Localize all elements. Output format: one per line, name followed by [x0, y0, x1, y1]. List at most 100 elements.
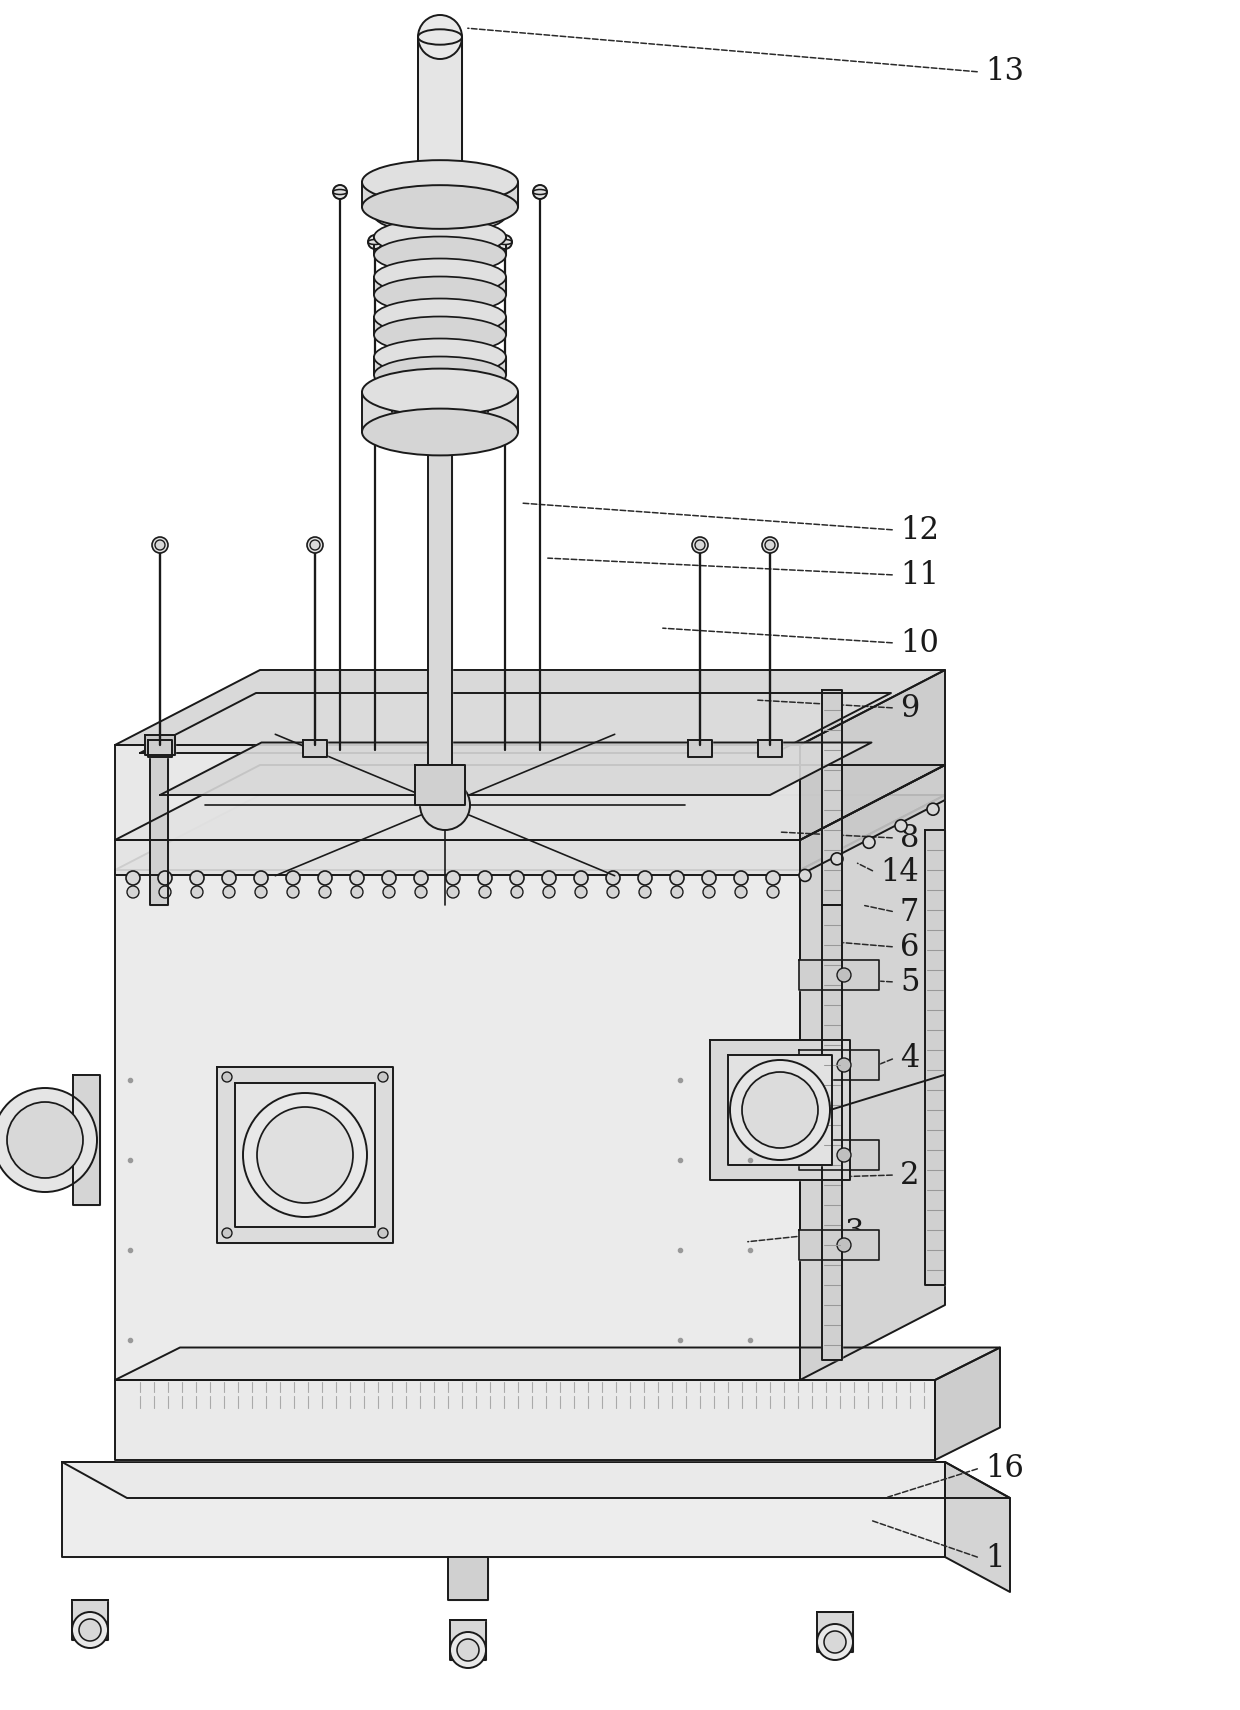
Polygon shape [428, 433, 453, 764]
Ellipse shape [374, 178, 506, 215]
Polygon shape [115, 795, 945, 870]
Circle shape [383, 886, 396, 898]
Circle shape [243, 1093, 367, 1218]
Polygon shape [150, 740, 167, 905]
Circle shape [308, 537, 322, 552]
Circle shape [692, 537, 708, 552]
Circle shape [153, 537, 167, 552]
Circle shape [895, 819, 906, 831]
Circle shape [382, 870, 396, 886]
Circle shape [159, 886, 171, 898]
Text: 2: 2 [900, 1159, 920, 1190]
Circle shape [498, 234, 512, 250]
Ellipse shape [362, 369, 518, 416]
Circle shape [446, 886, 459, 898]
Circle shape [837, 1058, 851, 1072]
Polygon shape [822, 905, 842, 1359]
Circle shape [351, 886, 363, 898]
Ellipse shape [368, 239, 382, 245]
Circle shape [575, 886, 587, 898]
Polygon shape [140, 693, 892, 752]
Circle shape [414, 870, 428, 886]
Polygon shape [374, 357, 506, 374]
Ellipse shape [362, 161, 518, 203]
Circle shape [254, 870, 268, 886]
Circle shape [255, 886, 267, 898]
Circle shape [670, 870, 684, 886]
Text: 7: 7 [900, 896, 919, 927]
Polygon shape [817, 1613, 853, 1652]
Circle shape [765, 540, 775, 551]
Polygon shape [799, 1229, 879, 1260]
Circle shape [799, 869, 811, 881]
Text: 8: 8 [900, 823, 919, 853]
Polygon shape [115, 1380, 935, 1460]
Polygon shape [72, 1601, 108, 1640]
Polygon shape [688, 740, 712, 758]
Circle shape [222, 870, 236, 886]
Text: 10: 10 [900, 628, 939, 658]
Circle shape [542, 870, 556, 886]
Circle shape [319, 886, 331, 898]
Circle shape [543, 886, 556, 898]
Circle shape [415, 886, 427, 898]
Polygon shape [758, 740, 782, 758]
Circle shape [766, 870, 780, 886]
Text: 4: 4 [900, 1043, 919, 1074]
Circle shape [734, 870, 748, 886]
Circle shape [510, 870, 525, 886]
Polygon shape [303, 740, 327, 758]
Circle shape [477, 870, 492, 886]
Circle shape [606, 870, 620, 886]
Circle shape [418, 15, 463, 60]
Circle shape [863, 836, 875, 848]
Polygon shape [374, 316, 506, 335]
Polygon shape [822, 691, 842, 905]
Ellipse shape [418, 200, 463, 215]
Ellipse shape [374, 356, 506, 393]
Circle shape [639, 870, 652, 886]
Ellipse shape [362, 409, 518, 455]
Circle shape [763, 537, 777, 552]
Ellipse shape [334, 190, 347, 195]
Text: 11: 11 [900, 559, 939, 590]
Polygon shape [799, 959, 879, 990]
Text: 5: 5 [900, 966, 920, 997]
Circle shape [223, 886, 236, 898]
Circle shape [742, 1072, 818, 1147]
Polygon shape [450, 1619, 486, 1660]
Ellipse shape [374, 258, 506, 296]
Circle shape [317, 870, 332, 886]
Circle shape [420, 780, 470, 829]
Circle shape [378, 1228, 388, 1238]
Text: 14: 14 [880, 857, 919, 887]
Circle shape [703, 886, 715, 898]
Polygon shape [448, 1558, 489, 1601]
Circle shape [479, 886, 491, 898]
Polygon shape [115, 670, 945, 746]
Text: 16: 16 [985, 1452, 1024, 1484]
Text: 9: 9 [900, 693, 919, 723]
Ellipse shape [374, 316, 506, 354]
Circle shape [694, 540, 706, 551]
Circle shape [511, 886, 523, 898]
Circle shape [671, 886, 683, 898]
Text: 12: 12 [900, 515, 939, 545]
Polygon shape [374, 197, 506, 215]
Circle shape [574, 870, 588, 886]
Circle shape [286, 886, 299, 898]
Polygon shape [800, 670, 945, 840]
Circle shape [190, 870, 205, 886]
Polygon shape [362, 392, 518, 433]
Circle shape [837, 1238, 851, 1252]
Polygon shape [148, 740, 172, 758]
Circle shape [639, 886, 651, 898]
Ellipse shape [498, 239, 512, 245]
Ellipse shape [374, 277, 506, 313]
Text: 13: 13 [985, 56, 1024, 87]
Circle shape [126, 886, 139, 898]
Circle shape [608, 886, 619, 898]
Circle shape [157, 870, 172, 886]
Circle shape [735, 886, 746, 898]
Polygon shape [415, 764, 465, 805]
